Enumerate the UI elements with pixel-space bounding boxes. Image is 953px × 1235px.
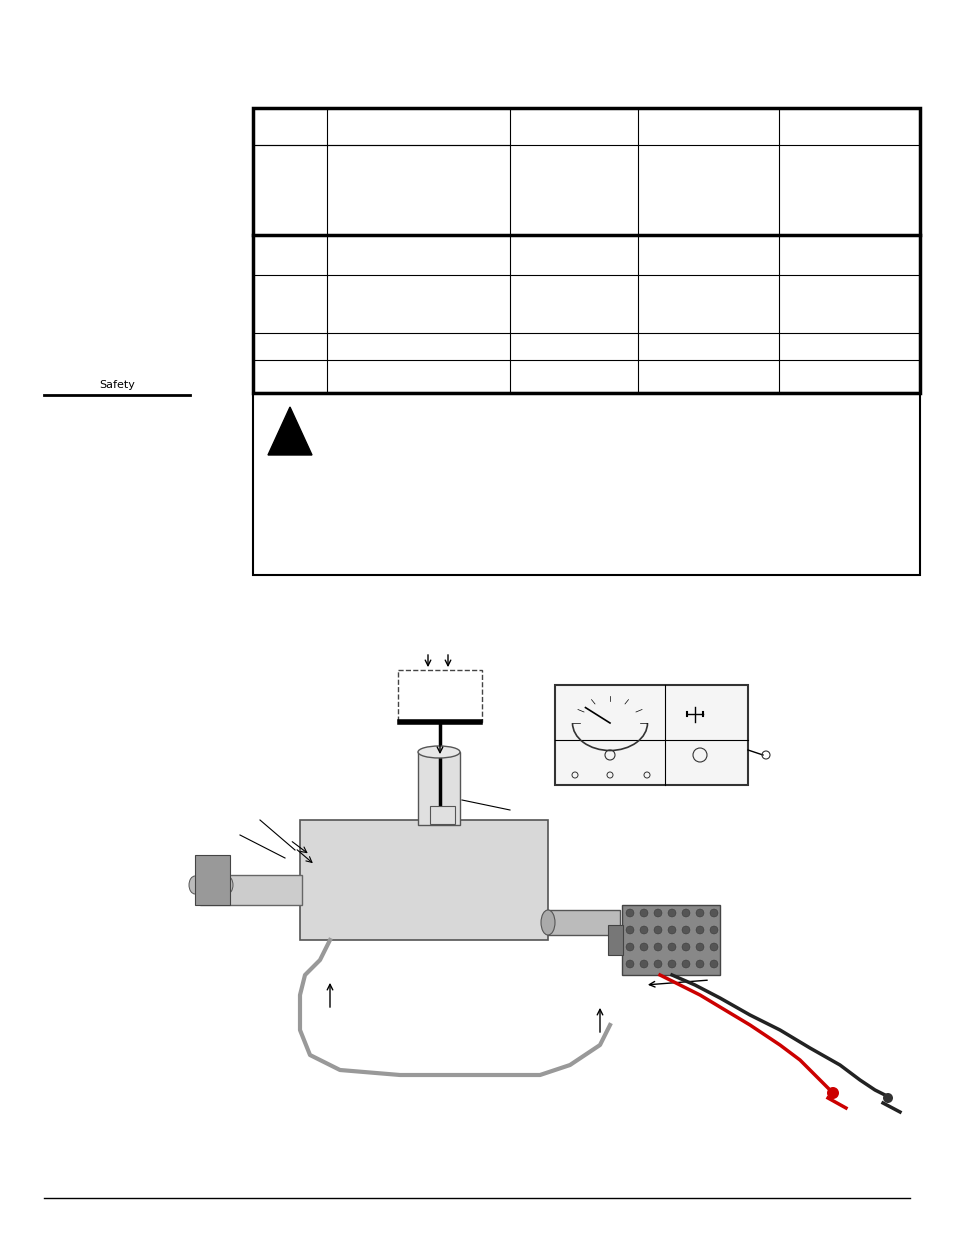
Bar (200, 876, 302, 905)
Bar (253, 107, 919, 393)
Circle shape (667, 926, 676, 934)
Bar (397, 671, 481, 722)
Circle shape (681, 944, 689, 951)
Circle shape (709, 926, 718, 934)
Ellipse shape (189, 876, 201, 894)
Bar (555, 685, 747, 785)
Circle shape (625, 909, 634, 918)
Circle shape (681, 960, 689, 968)
Polygon shape (268, 408, 312, 454)
Circle shape (681, 926, 689, 934)
Bar (607, 925, 622, 955)
Circle shape (654, 960, 661, 968)
Bar (430, 806, 455, 824)
Circle shape (709, 944, 718, 951)
Circle shape (696, 944, 703, 951)
Circle shape (639, 926, 647, 934)
Circle shape (639, 944, 647, 951)
Ellipse shape (205, 876, 216, 894)
Circle shape (882, 1093, 892, 1103)
Circle shape (709, 960, 718, 968)
Circle shape (696, 960, 703, 968)
Circle shape (667, 909, 676, 918)
Text: Safety: Safety (99, 380, 134, 390)
Ellipse shape (196, 876, 209, 894)
Circle shape (667, 944, 676, 951)
Circle shape (625, 944, 634, 951)
Circle shape (654, 909, 661, 918)
Circle shape (696, 926, 703, 934)
Circle shape (654, 944, 661, 951)
Ellipse shape (540, 910, 555, 935)
Bar (621, 905, 720, 974)
Circle shape (667, 960, 676, 968)
Bar (253, 393, 919, 576)
Bar (299, 820, 547, 940)
Circle shape (639, 909, 647, 918)
Bar (417, 752, 459, 825)
Circle shape (709, 909, 718, 918)
Ellipse shape (213, 876, 225, 894)
Bar (547, 910, 619, 935)
Ellipse shape (221, 876, 233, 894)
Circle shape (826, 1087, 838, 1099)
Circle shape (625, 960, 634, 968)
Ellipse shape (417, 746, 459, 758)
Circle shape (681, 909, 689, 918)
Circle shape (639, 960, 647, 968)
Bar (194, 855, 230, 905)
Circle shape (696, 909, 703, 918)
Circle shape (654, 926, 661, 934)
Circle shape (625, 926, 634, 934)
